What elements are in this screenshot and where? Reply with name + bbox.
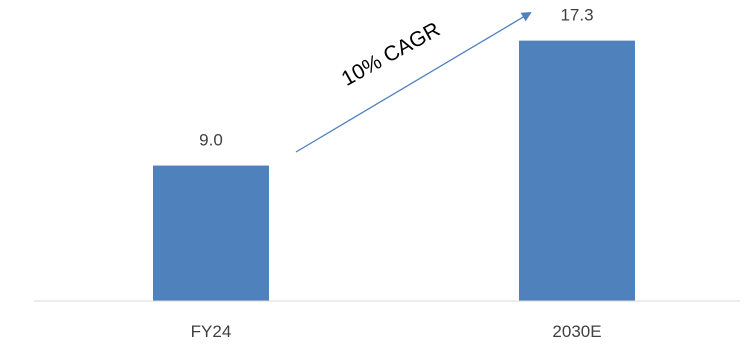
data-label-fy24: 9.0 (199, 131, 223, 150)
cagr-arrow (295, 11, 532, 153)
x-tick-labels-group: FY24 2030E (191, 322, 602, 341)
x-tick-label-2030e: 2030E (552, 322, 601, 341)
data-label-2030e: 17.3 (560, 6, 593, 25)
x-tick-label-fy24: FY24 (191, 322, 232, 341)
bar-2030e (519, 40, 635, 301)
bar-fy24 (153, 165, 269, 301)
cagr-annotation-label: 10% CAGR (338, 18, 444, 91)
bars-group (153, 40, 635, 301)
value-labels-group: 9.0 17.3 (199, 6, 593, 150)
